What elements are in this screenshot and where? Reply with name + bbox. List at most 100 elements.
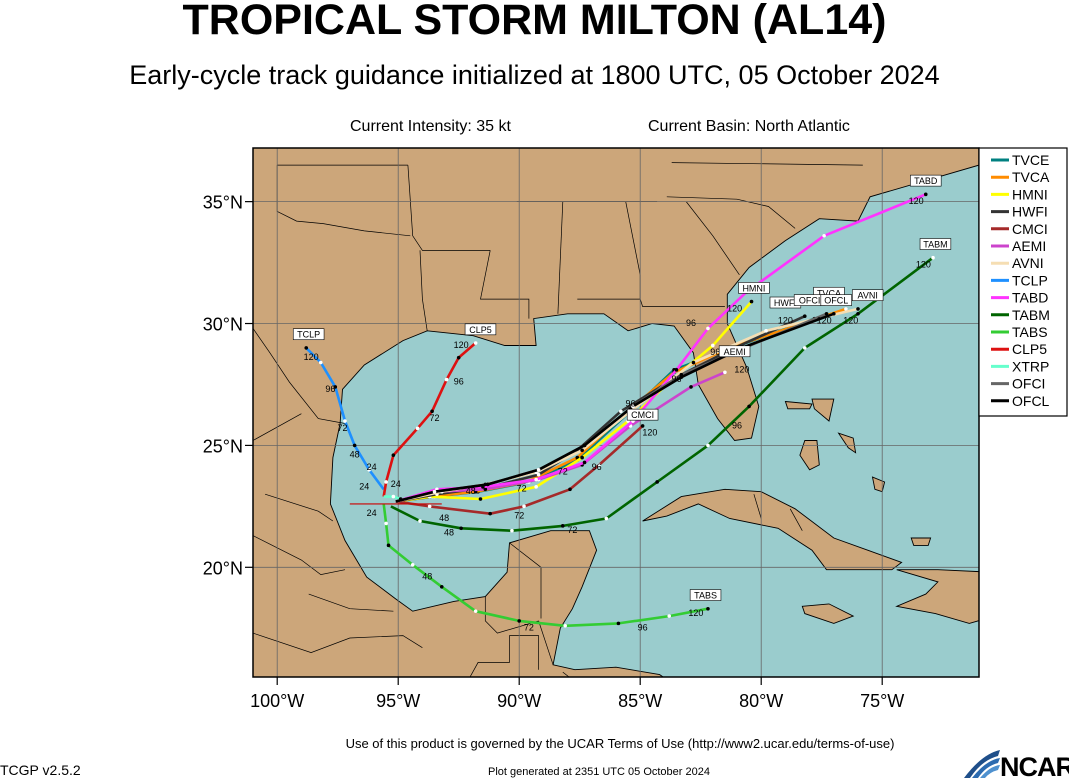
track-point-clp5 (415, 426, 420, 431)
track-point-cmci (427, 504, 432, 509)
cuba-province-1 (753, 494, 762, 519)
track-point-cmci (522, 504, 526, 509)
track-tag-box-tclp (292, 328, 325, 341)
track-point-avni (764, 329, 768, 333)
track-point-tabm (459, 526, 463, 531)
axis-ticks: 100°W 95°W 90°W 85°W 80°W 75°W 20°N 25°N 30°N 35°… (203, 193, 905, 711)
nc-va-border (671, 162, 863, 166)
forecast-hour-label: 48 (466, 486, 476, 496)
y-tick-label: 25°N (203, 436, 243, 456)
forecast-hour-label: 24 (367, 508, 377, 518)
track-point-tclp (367, 467, 371, 472)
forecast-hour-label: 120 (817, 316, 832, 326)
model-tracks (304, 192, 935, 628)
track-point-tabd (534, 477, 538, 482)
forecast-hour-label: 120 (642, 428, 657, 438)
lat-lon-grid (253, 148, 979, 677)
track-point-avni (691, 360, 696, 365)
track-point-tabs (517, 619, 521, 623)
track-tag-ofci: OFCI (799, 296, 821, 306)
track-tag-cmci: CMCI (631, 410, 654, 420)
track-point-clp5 (473, 341, 478, 345)
track-point-hmni (711, 343, 715, 348)
track-tag-hmni: HMNI (742, 283, 765, 293)
y-tick-label: 20°N (203, 558, 243, 578)
forecast-hour-label: 96 (686, 318, 696, 328)
forecast-hour-label: 24 (367, 462, 377, 472)
track-tag-tclp: TCLP (297, 330, 320, 340)
track-point-aemi (483, 487, 488, 492)
legend-box (978, 147, 1068, 417)
arkansas-border (407, 165, 491, 251)
legend-label-tclp: TCLP (1012, 272, 1048, 288)
track-point-tabm (560, 524, 565, 528)
forecast-hour-label: 72 (567, 525, 577, 535)
track-point-tclp (352, 443, 357, 448)
track-tag-box-hmni (738, 282, 770, 294)
track-point-tabm (856, 311, 860, 316)
track-point-tabd (923, 192, 928, 197)
track-point-tabd (706, 326, 710, 331)
cuba-province-2 (789, 508, 803, 531)
cuba-land (642, 488, 903, 571)
forecast-hour-label: 96 (325, 384, 335, 394)
track-point-tabm (802, 346, 807, 350)
forecast-hour-label: 72 (524, 623, 534, 633)
forecast-hour-label: 120 (909, 196, 924, 206)
track-tag-tvce: TVCA (817, 288, 841, 298)
track-point-tclp (318, 360, 323, 365)
current-intensity: Current Intensity: 35 kt (350, 118, 511, 135)
land-masses (253, 148, 979, 677)
track-tag-box-tabm (919, 238, 952, 250)
x-tick-label: 80°W (739, 691, 783, 711)
track-point-tabs (616, 621, 621, 626)
track-point-tabm (706, 443, 710, 448)
forecast-hour-label: 120 (734, 364, 749, 374)
track-point-hmni (749, 299, 754, 304)
generated-timestamp: Plot generated at 2351 UTC 05 October 20… (488, 766, 710, 778)
ncar-logo-text: NCAR (1000, 752, 1069, 782)
track-point-tabs (439, 585, 444, 589)
forecast-hour-label: 48 (350, 450, 360, 460)
eleuthera-land (837, 432, 857, 454)
track-point-cmci (640, 424, 645, 428)
forecast-hour-label: 120 (727, 303, 742, 313)
track-point-ofcl (631, 404, 635, 409)
track-point-clp5 (444, 377, 449, 382)
track-point-tvca (844, 307, 848, 311)
track-point-cmci (488, 511, 492, 516)
forecast-hour-label: 120 (778, 316, 793, 326)
track-point-cmci (597, 463, 601, 467)
track-point-hwfi (536, 472, 541, 477)
forecast-hour-label: 96 (592, 462, 602, 472)
track-point-tabs (706, 606, 710, 611)
mississippi-alabama-border (557, 201, 564, 314)
track-point-ofcl (582, 443, 587, 448)
track-point-hwfi (619, 409, 623, 414)
legend-label-ofcl: OFCL (1012, 393, 1050, 409)
track-point-tabd (674, 368, 679, 372)
us-mexico-border (253, 328, 346, 424)
track-point-aemi (689, 385, 693, 389)
track-point-tabm (604, 516, 609, 521)
track-point-tvca (575, 455, 580, 460)
track-point-tabs (384, 521, 388, 526)
x-tick-label: 85°W (618, 691, 662, 711)
forecast-hour-label: 72 (514, 511, 524, 521)
track-point-tabs (563, 624, 567, 628)
track-point-ofcl (679, 375, 684, 379)
y-tick-label: 35°N (203, 193, 243, 213)
track-tag-tabs: TABS (694, 591, 717, 601)
track-tag-clp5: CLP5 (469, 325, 492, 335)
forecast-hour-label: 120 (916, 259, 931, 269)
track-tabm (390, 256, 934, 533)
track-point-tabs (473, 609, 478, 613)
track-point-ofcl (832, 311, 836, 316)
track-point-tabm (931, 255, 935, 260)
track-point-avni (856, 307, 860, 311)
forecast-hour-label: 24 (391, 479, 401, 489)
grand-bahama-land (784, 400, 813, 410)
terms-of-use: Use of this product is governed by the U… (345, 736, 895, 751)
forecast-hour-label: 48 (422, 571, 432, 581)
